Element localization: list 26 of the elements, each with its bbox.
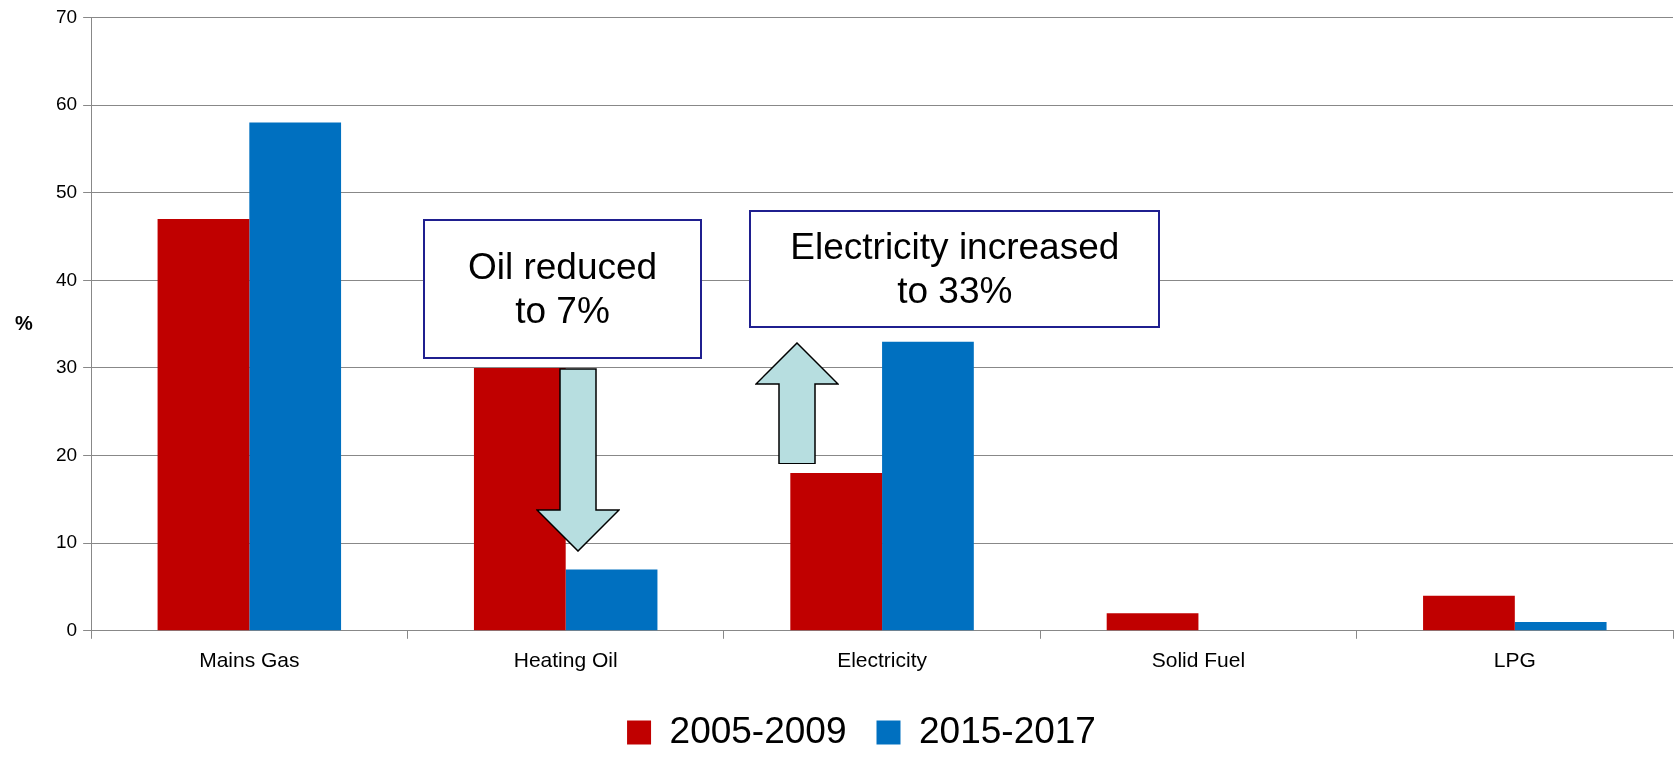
y-tick-label: 0 [66,619,78,641]
x-tick-label: Electricity [837,648,928,672]
y-tick-label: 30 [55,356,78,378]
y-tick-label: 60 [55,93,78,115]
y-tick-label: 50 [55,180,78,202]
bar [157,218,250,631]
y-axis-title: % [15,311,34,334]
bar [1423,595,1515,631]
text-box: Oil reduced to 7% [423,218,702,360]
x-tick-label: Mains Gas [199,648,300,672]
text-box: Electricity increased to 33% [749,210,1161,329]
bar [565,569,658,631]
y-tick-label: 40 [55,268,78,290]
legend-label: 2015-2017 [919,709,1096,751]
bar [1106,613,1199,631]
bar [790,473,883,631]
y-tick-label: 20 [55,443,78,465]
bar [1514,622,1607,631]
x-tick-label: Solid Fuel [1151,648,1246,672]
legend-label: 2005-2009 [669,709,847,751]
x-tick-label: LPG [1493,648,1536,672]
x-tick-label: Heating Oil [513,648,618,672]
y-tick-label: 70 [55,5,78,27]
y-tick-label: 10 [55,531,78,553]
bar [249,122,342,631]
bar [882,341,974,631]
